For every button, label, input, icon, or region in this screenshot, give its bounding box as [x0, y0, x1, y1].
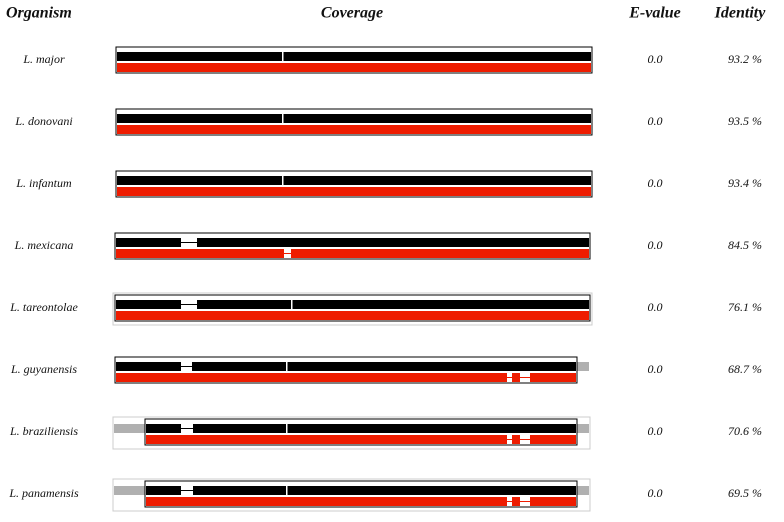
evalue: 0.0: [648, 114, 663, 128]
header-identity: Identity: [714, 5, 767, 22]
black-bar: [146, 424, 181, 433]
red-bar: [512, 435, 520, 444]
evalue: 0.0: [648, 300, 663, 314]
red-bar: [530, 373, 576, 382]
organism: L. tareontolae: [9, 300, 78, 314]
organism: L. infantum: [15, 176, 72, 190]
red-bar: [116, 373, 507, 382]
header-organism: Organism: [6, 5, 72, 22]
black-bar: [116, 238, 181, 247]
black-bar: [197, 300, 589, 309]
identity: 68.7 %: [728, 362, 762, 376]
red-bar: [512, 497, 520, 506]
evalue: 0.0: [648, 176, 663, 190]
black-bar: [116, 300, 181, 309]
red-bar: [530, 435, 576, 444]
outer-frame: [112, 478, 591, 512]
tick: [286, 362, 288, 371]
tick: [282, 176, 284, 185]
outer-frame: [112, 292, 593, 326]
tick: [286, 424, 288, 433]
identity: 93.2 %: [728, 52, 762, 66]
black-bar: [193, 486, 576, 495]
grey-stub: [114, 486, 145, 495]
black-bar: [193, 424, 576, 433]
black-bar: [146, 486, 181, 495]
red-bar: [512, 373, 520, 382]
tick: [282, 114, 284, 123]
organism: L. panamensis: [8, 486, 79, 500]
organism: L. guyanensis: [10, 362, 77, 376]
evalue: 0.0: [648, 424, 663, 438]
grey-stub: [577, 424, 589, 433]
red-bar: [116, 249, 284, 258]
organism: L. braziliensis: [9, 424, 78, 438]
black-bar: [116, 362, 181, 371]
grey-stub: [577, 362, 589, 371]
tick: [286, 486, 288, 495]
black-bar: [197, 238, 589, 247]
identity: 84.5 %: [728, 238, 762, 252]
black-bar: [117, 52, 591, 61]
evalue: 0.0: [648, 238, 663, 252]
grey-stub: [114, 424, 145, 433]
tick: [291, 300, 293, 309]
identity: 70.6 %: [728, 424, 762, 438]
evalue: 0.0: [648, 362, 663, 376]
red-bar: [117, 63, 591, 72]
red-bar: [117, 125, 591, 134]
header-evalue: E-value: [628, 5, 681, 22]
identity: 93.5 %: [728, 114, 762, 128]
black-bar: [192, 362, 576, 371]
black-bar: [117, 176, 591, 185]
outer-frame: [112, 416, 591, 450]
black-bar: [117, 114, 591, 123]
identity: 69.5 %: [728, 486, 762, 500]
evalue: 0.0: [648, 486, 663, 500]
red-bar: [530, 497, 576, 506]
grey-stub: [577, 486, 589, 495]
identity: 76.1 %: [728, 300, 762, 314]
identity: 93.4 %: [728, 176, 762, 190]
organism: L. mexicana: [14, 238, 74, 252]
organism: L. donovani: [14, 114, 72, 128]
red-bar: [146, 497, 507, 506]
organism: L. major: [22, 52, 65, 66]
red-bar: [146, 435, 507, 444]
header-coverage: Coverage: [321, 5, 383, 22]
red-bar: [116, 311, 589, 320]
red-bar: [117, 187, 591, 196]
tick: [282, 52, 284, 61]
red-bar: [291, 249, 589, 258]
evalue: 0.0: [648, 52, 663, 66]
